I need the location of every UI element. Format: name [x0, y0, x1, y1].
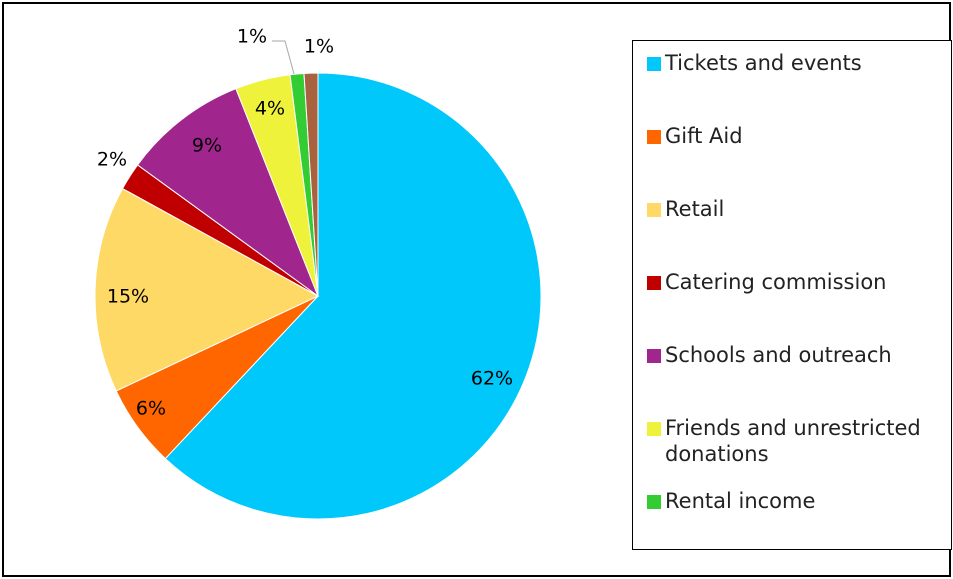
legend-item-gift-aid: Gift Aid [647, 123, 947, 149]
pie-slice-tickets-and-events [164, 72, 542, 520]
pie-slice-schools-and-outreach [136, 88, 320, 298]
legend-item-tickets-and-events: Tickets and events [647, 50, 947, 76]
data-label: 6% [136, 398, 166, 420]
pie-slice-unlabeled [303, 72, 319, 297]
label-leader-line [272, 40, 295, 75]
legend-swatch [647, 203, 661, 217]
legend-item-retail: Retail [647, 196, 947, 222]
legend-label: Friends and unrestricted donations [665, 416, 921, 466]
legend-item-schools-and-outreach: Schools and outreach [647, 342, 947, 368]
legend-swatch [647, 349, 661, 363]
legend-item-catering-commission: Catering commission [647, 269, 947, 295]
legend-label: Rental income [665, 489, 816, 513]
data-label: 1% [237, 26, 267, 48]
legend-label: Retail [665, 197, 725, 221]
pie-chart: 62% 6% 15% 2% 9% 4% 1% 1% [94, 26, 542, 520]
legend-swatch [647, 495, 661, 509]
legend-swatch [647, 130, 661, 144]
legend: Tickets and events Gift Aid Retail Cater… [632, 40, 952, 550]
legend-swatch [647, 57, 661, 71]
legend-item-rental-income: Rental income [647, 488, 947, 514]
data-label: 1% [304, 36, 334, 58]
legend-label: Gift Aid [665, 124, 743, 148]
data-label: 4% [255, 98, 285, 120]
legend-swatch [647, 276, 661, 290]
legend-label: Catering commission [665, 270, 887, 294]
legend-label: Schools and outreach [665, 343, 892, 367]
data-label: 2% [97, 149, 127, 171]
legend-swatch [647, 422, 661, 436]
data-label: 62% [471, 368, 513, 390]
pie-slice-retail [94, 187, 320, 392]
data-label: 15% [107, 286, 149, 308]
data-label: 9% [192, 135, 222, 157]
legend-item-friends-and-unrestricted-donations: Friends and unrestricted donations [647, 415, 947, 467]
legend-label: Tickets and events [665, 51, 862, 75]
